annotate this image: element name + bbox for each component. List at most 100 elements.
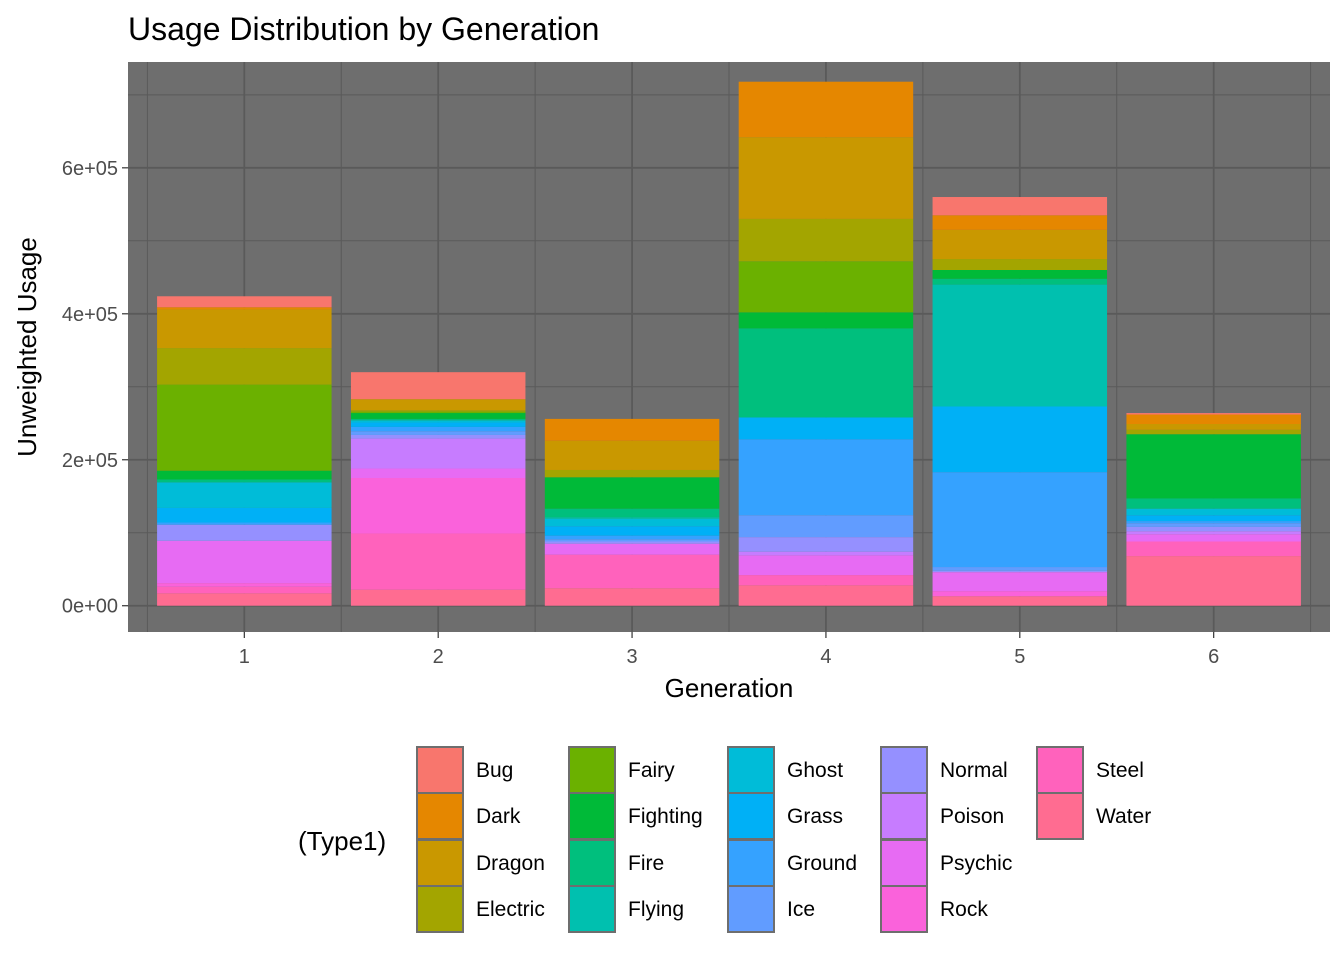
legend-key-electric	[416, 885, 464, 933]
bar-segment-ghost-gen2	[350, 420, 526, 423]
bar-segment-fighting-gen6	[1126, 434, 1301, 499]
legend-key-ghost	[727, 746, 775, 794]
legend-label-flying: Flying	[628, 898, 684, 921]
y-tick-label: 4e+05	[62, 304, 118, 326]
bar-segment-ground-gen6	[1126, 521, 1301, 524]
bar-segment-electric-gen1	[157, 348, 332, 385]
bar-segment-steel-gen3	[544, 554, 720, 589]
x-axis: 1 2 3 4 5 6	[239, 632, 1219, 668]
legend-title: (Type1)	[298, 826, 386, 856]
legend-label-ground: Ground	[787, 852, 857, 875]
y-axis: 0e+00 2e+05 4e+05 6e+05	[62, 158, 128, 618]
x-tick-label: 2	[433, 646, 444, 668]
legend-key-fighting	[568, 792, 616, 840]
bar-segment-ground-gen3	[544, 535, 720, 540]
bar-segment-flying-gen3	[544, 517, 720, 519]
legend-label-dark: Dark	[476, 805, 521, 828]
x-tick-label: 1	[239, 646, 250, 668]
bar-segment-fire-gen2	[350, 418, 526, 421]
legend-label-dragon: Dragon	[476, 852, 545, 875]
bar-segment-psychic-gen6	[1126, 534, 1301, 542]
grid-minor	[128, 62, 1330, 632]
bar-segment-grass-gen5	[932, 406, 1108, 473]
bar-segment-fairy-gen4	[738, 261, 914, 313]
legend-key-flying	[568, 885, 616, 933]
legend-key-poison	[880, 792, 928, 840]
legend-label-fighting: Fighting	[628, 805, 703, 828]
legend-label-psychic: Psychic	[940, 852, 1012, 875]
bar-segment-water-gen3	[544, 588, 720, 606]
bar-segment-electric-gen4	[738, 218, 914, 262]
bar-segment-water-gen6	[1126, 556, 1301, 606]
bar-segment-psychic-gen5	[932, 572, 1108, 592]
bar-segment-flying-gen5	[932, 284, 1108, 407]
bar-segment-psychic-gen1	[157, 540, 332, 584]
legend-key-bug	[416, 746, 464, 794]
bar-segment-ice-gen3	[544, 539, 720, 542]
bar-segment-steel-gen4	[738, 575, 914, 586]
bar-segment-fighting-gen3	[544, 477, 720, 509]
bar-segment-psychic-gen3	[544, 543, 720, 555]
bar-segment-steel-gen2	[350, 533, 526, 590]
bar-segment-electric-gen5	[932, 259, 1108, 271]
bar-segment-bug-gen6	[1126, 413, 1301, 415]
bar-segment-poison-gen2	[350, 438, 526, 469]
bar-segment-normal-gen2	[350, 434, 526, 439]
bar-segment-fighting-gen2	[350, 413, 526, 419]
legend-label-steel: Steel	[1096, 759, 1144, 782]
bar-segment-bug-gen5	[932, 197, 1108, 216]
legend-key-rock	[880, 885, 928, 933]
legend-key-ice	[727, 885, 775, 933]
bar-segment-normal-gen4	[738, 537, 914, 552]
bar-segment-dark-gen6	[1126, 414, 1301, 424]
bar-segment-psychic-gen4	[738, 555, 914, 576]
bar-segment-electric-gen2	[350, 410, 526, 412]
bar-segment-rock-gen5	[932, 591, 1108, 597]
legend-key-dragon	[416, 839, 464, 887]
legend-key-psychic	[880, 839, 928, 887]
bar-segment-ice-gen6	[1126, 523, 1301, 527]
bar-segment-fire-gen1	[157, 479, 332, 483]
bar-segment-dragon-gen3	[544, 440, 720, 470]
legend-key-fire	[568, 839, 616, 887]
bar-segment-dragon-gen1	[157, 309, 332, 349]
bar-segment-ground-gen5	[932, 472, 1108, 568]
bar-segment-fighting-gen1	[157, 470, 332, 480]
bar-segment-steel-gen6	[1126, 541, 1301, 557]
legend-label-electric: Electric	[476, 898, 545, 921]
bar-segment-dragon-gen4	[738, 137, 914, 219]
legend-label-fairy: Fairy	[628, 759, 675, 782]
bar-segment-steel-gen1	[157, 586, 332, 594]
bar-segment-bug-gen2	[350, 372, 526, 400]
legend-key-fairy	[568, 746, 616, 794]
bar-segment-ice-gen5	[932, 567, 1108, 571]
y-axis-title: Unweighted Usage	[12, 237, 42, 457]
bar-segment-dark-gen5	[932, 215, 1108, 230]
legend-label-grass: Grass	[787, 805, 843, 828]
legend-label-water: Water	[1096, 805, 1151, 828]
bar-segment-water-gen4	[738, 585, 914, 606]
legend-label-bug: Bug	[476, 759, 513, 782]
bar-segment-fire-gen5	[932, 278, 1108, 285]
bar-segment-grass-gen6	[1126, 515, 1301, 522]
bar-segment-water-gen1	[157, 593, 332, 606]
bar-segment-fairy-gen1	[157, 384, 332, 471]
bar-segment-rock-gen1	[157, 583, 332, 587]
bar-segment-fighting-gen5	[932, 270, 1108, 279]
bar-segment-fire-gen4	[738, 328, 914, 418]
legend-key-normal	[880, 746, 928, 794]
x-tick-label: 5	[1014, 646, 1025, 668]
bar-segment-water-gen2	[350, 589, 526, 606]
legend-label-rock: Rock	[940, 898, 988, 921]
legend-label-ice: Ice	[787, 898, 815, 921]
legend-key-grass	[727, 792, 775, 840]
bar-segment-grass-gen3	[544, 526, 720, 536]
bar-segment-ground-gen1	[157, 522, 332, 525]
bar-segment-ice-gen4	[738, 515, 914, 538]
bar-segment-grass-gen4	[738, 417, 914, 440]
bar-segment-ghost-gen1	[157, 482, 332, 508]
bar-segment-ground-gen2	[350, 426, 526, 432]
y-tick-label: 2e+05	[62, 450, 118, 472]
bar-segment-bug-gen1	[157, 296, 332, 308]
